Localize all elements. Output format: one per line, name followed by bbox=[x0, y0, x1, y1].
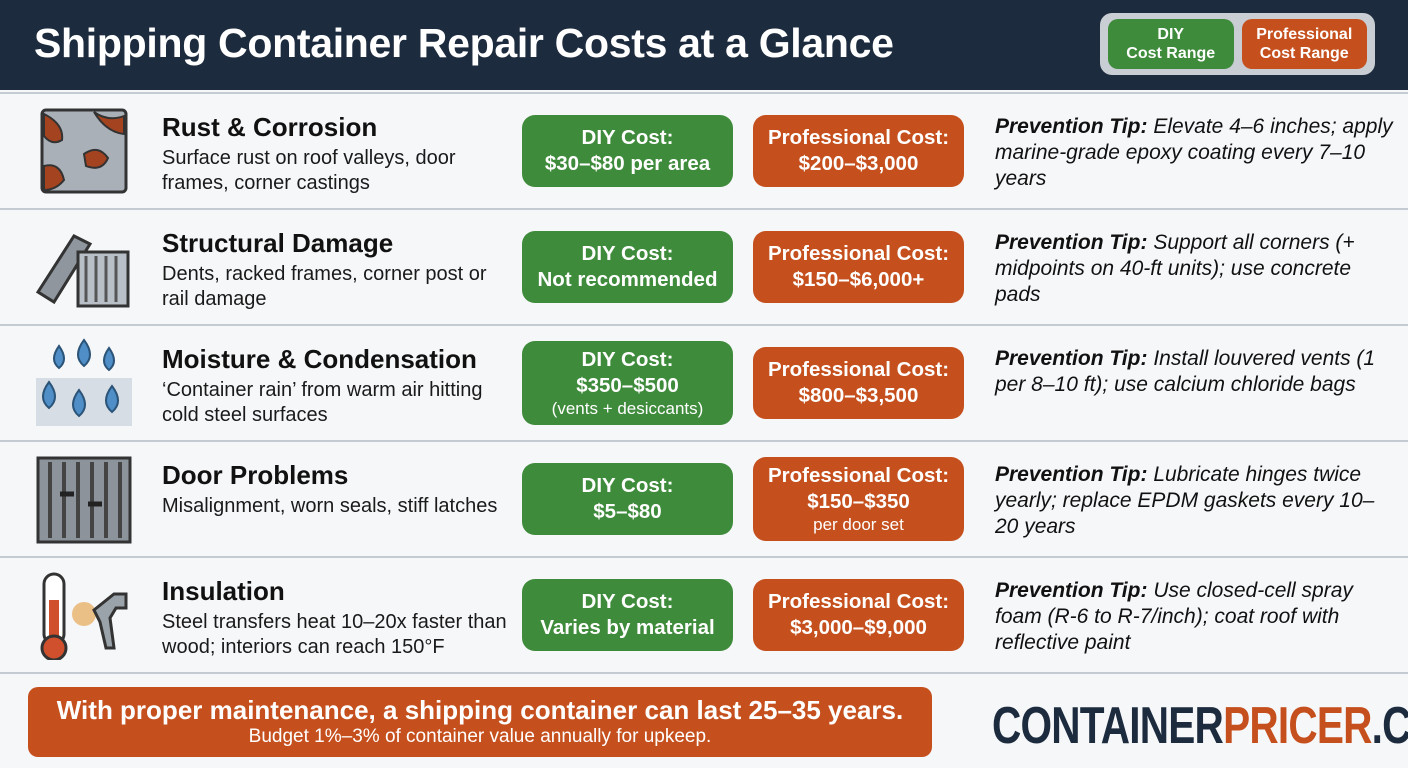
row: Rust & Corrosion Surface rust on roof val… bbox=[0, 92, 1408, 208]
diy-cost-box: DIY Cost: $350–$500 (vents + desiccants) bbox=[522, 341, 733, 425]
cost-label: DIY Cost: bbox=[581, 474, 674, 497]
title: Shipping Container Repair Costs at a Gla… bbox=[34, 20, 894, 66]
cost-value: $200–$3,000 bbox=[798, 152, 919, 175]
prevention-tip: Prevention Tip: Support all corners (+ m… bbox=[995, 230, 1395, 308]
row-title: Moisture & Condensation bbox=[162, 344, 477, 374]
cost-label: Professional Cost: bbox=[767, 590, 950, 613]
tip-text: Support all corners (+ midpoints on 40-f… bbox=[995, 231, 1355, 306]
footer-subtext: Budget 1%–3% of container value annually… bbox=[248, 726, 712, 747]
logo: CONTAINERPRICER.COM bbox=[992, 696, 1408, 756]
tip-label: Prevention Tip: bbox=[995, 347, 1148, 370]
row-icon bbox=[40, 572, 128, 660]
cost-value: Varies by material bbox=[540, 616, 715, 639]
tip-label: Prevention Tip: bbox=[995, 115, 1148, 138]
row-title: Door Problems bbox=[162, 460, 349, 490]
tip-text: Elevate 4–6 inches; apply marine-grade e… bbox=[995, 115, 1393, 190]
pro-cost-box: Professional Cost: $150–$6,000+ bbox=[753, 231, 964, 303]
row-title: Structural Damage bbox=[162, 228, 394, 258]
diy-cost-box: DIY Cost: Varies by material bbox=[522, 579, 733, 651]
row-icon bbox=[40, 108, 128, 194]
cost-label: DIY Cost: bbox=[581, 348, 674, 371]
row-description: Surface rust on roof valleys, door frame… bbox=[162, 147, 456, 194]
prevention-tip: Prevention Tip: Lubricate hinges twice y… bbox=[995, 462, 1395, 540]
cost-label: DIY Cost: bbox=[581, 590, 674, 613]
pro-cost-box: Professional Cost: $800–$3,500 bbox=[753, 347, 964, 419]
row-icon bbox=[36, 456, 132, 544]
cost-label: Professional Cost: bbox=[767, 464, 950, 487]
row-description: Misalignment, worn seals, stiff latches bbox=[162, 495, 498, 517]
cost-value: Not recommended bbox=[537, 268, 718, 291]
legend-label: DIY bbox=[1157, 26, 1185, 43]
cost-label: DIY Cost: bbox=[581, 242, 674, 265]
cost-label: Professional Cost: bbox=[767, 358, 950, 381]
legend-label: Cost Range bbox=[1259, 45, 1349, 62]
legend: DIY Cost Range Professional Cost Range bbox=[1100, 13, 1375, 75]
cost-label: Professional Cost: bbox=[767, 242, 950, 265]
cost-note: (vents + desiccants) bbox=[551, 399, 704, 418]
diy-cost-box: DIY Cost: Not recommended bbox=[522, 231, 733, 303]
prevention-tip: Prevention Tip: Elevate 4–6 inches; appl… bbox=[995, 114, 1395, 192]
footer-banner: With proper maintenance, a shipping cont… bbox=[28, 687, 932, 757]
tip-label: Prevention Tip: bbox=[995, 579, 1148, 602]
prevention-tip: Prevention Tip: Install louvered vents (… bbox=[995, 346, 1395, 398]
pro-cost-box: Professional Cost: $3,000–$9,000 bbox=[753, 579, 964, 651]
diy-cost-box: DIY Cost: $5–$80 bbox=[522, 463, 733, 535]
logo-part: .COM bbox=[1371, 697, 1408, 755]
legend-item: Professional Cost Range bbox=[1241, 19, 1367, 69]
tip-text: Lubricate hinges twice yearly; replace E… bbox=[995, 463, 1375, 538]
row: Structural Damage Dents, racked frames, c… bbox=[0, 208, 1408, 324]
tip-label: Prevention Tip: bbox=[995, 463, 1148, 486]
diy-cost-box: DIY Cost: $30–$80 per area bbox=[522, 115, 733, 187]
row-title: Insulation bbox=[162, 576, 285, 606]
row-icon bbox=[35, 234, 130, 308]
cost-value: $800–$3,500 bbox=[798, 384, 919, 407]
row: Moisture & Condensation ‘Container rain’ … bbox=[0, 324, 1408, 440]
cost-value: $150–$350 bbox=[807, 490, 910, 513]
logo-part: CONTAINER bbox=[992, 697, 1224, 755]
cost-label: Professional Cost: bbox=[767, 126, 950, 149]
legend-label: Cost Range bbox=[1126, 45, 1216, 62]
header: Shipping Container Repair Costs at a Gla… bbox=[0, 0, 1408, 90]
cost-value: $30–$80 per area bbox=[544, 152, 711, 175]
cost-value: $5–$80 bbox=[593, 500, 662, 523]
row: Insulation Steel transfers heat 10–20x fa… bbox=[0, 556, 1408, 672]
cost-value: $3,000–$9,000 bbox=[790, 616, 927, 639]
cost-value: $350–$500 bbox=[576, 374, 679, 397]
pro-cost-box: Professional Cost: $200–$3,000 bbox=[753, 115, 964, 187]
footer-area: With proper maintenance, a shipping cont… bbox=[0, 672, 1408, 768]
prevention-tip: Prevention Tip: Use closed-cell spray fo… bbox=[995, 578, 1395, 656]
row-title: Rust & Corrosion bbox=[162, 112, 378, 142]
tip-text: Use closed-cell spray foam (R-6 to R-7/i… bbox=[995, 579, 1353, 654]
pro-cost-box: Professional Cost: $150–$350 per door set bbox=[753, 457, 964, 541]
tip-label: Prevention Tip: bbox=[995, 231, 1148, 254]
row: Door Problems Misalignment, worn seals, s… bbox=[0, 440, 1408, 556]
row-description: Steel transfers heat 10–20x faster than … bbox=[162, 611, 507, 658]
row-description: Dents, racked frames, corner post or rai… bbox=[162, 263, 487, 310]
cost-value: $150–$6,000+ bbox=[792, 268, 925, 291]
legend-label: Professional bbox=[1256, 26, 1353, 43]
logo-part: PRICER bbox=[1223, 697, 1372, 755]
footer-text: With proper maintenance, a shipping cont… bbox=[56, 695, 904, 725]
cost-note: per door set bbox=[813, 515, 904, 534]
tip-text: Install louvered vents (1 per 8–10 ft); … bbox=[995, 347, 1376, 396]
row-icon bbox=[36, 338, 132, 426]
cost-label: DIY Cost: bbox=[581, 126, 674, 149]
legend-item: DIY Cost Range bbox=[1108, 19, 1234, 69]
row-description: ‘Container rain’ from warm air hitting c… bbox=[162, 379, 483, 426]
